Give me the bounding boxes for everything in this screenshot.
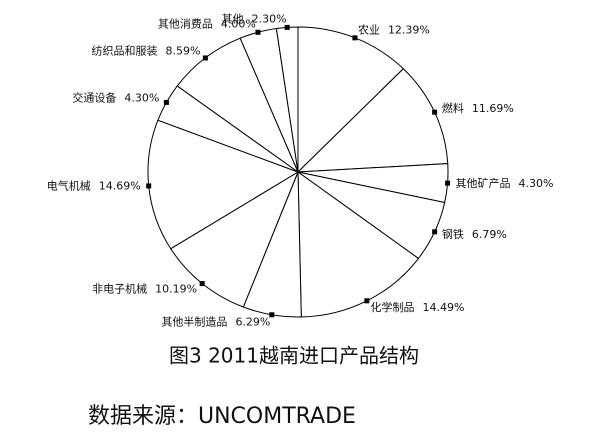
slice-label: 非电子机械 10.19% xyxy=(92,282,197,296)
slice-value-label: 10.19% xyxy=(155,283,197,296)
slice-category: 其他半制造品 xyxy=(161,315,227,329)
slice-value-label: 12.39% xyxy=(388,23,430,36)
slice-label: 化学制品 14.49% xyxy=(371,300,465,314)
chart-title: 图3 2011越南进口产品结构 xyxy=(169,344,419,368)
slice-category: 交通设备 xyxy=(72,91,116,105)
slice-value-label: 6.79% xyxy=(472,228,507,241)
chart-source: 数据来源：UNCOMTRADE xyxy=(88,404,356,429)
slice-category: 燃料 xyxy=(442,101,464,115)
slice-label: 其他 2.30% xyxy=(222,12,287,25)
slice-label: 电气机械 14.69% xyxy=(47,179,141,193)
label-marker xyxy=(284,24,290,30)
slice-category: 化学制品 xyxy=(371,300,415,314)
slice-label: 其他半制造品 6.29% xyxy=(161,315,270,329)
label-marker xyxy=(432,109,438,115)
label-marker xyxy=(199,281,205,287)
slice-value-label: 14.49% xyxy=(423,301,465,314)
label-marker xyxy=(163,99,169,105)
slice-label: 纺织品和服装 8.59% xyxy=(91,44,200,58)
label-marker xyxy=(269,312,275,318)
label-marker xyxy=(255,29,261,35)
slice-category: 非电子机械 xyxy=(92,282,147,296)
slice-category: 其他矿产品 xyxy=(456,176,511,190)
slice-category: 其他 xyxy=(222,12,244,25)
slice-label: 钢铁 6.79% xyxy=(442,228,507,241)
slice-value-label: 4.30% xyxy=(519,177,554,190)
slice-label: 交通设备 4.30% xyxy=(72,91,159,105)
slice-label: 燃料 11.69% xyxy=(442,101,514,115)
label-marker xyxy=(432,229,438,235)
slice-category: 钢铁 xyxy=(442,228,464,241)
slice-value-label: 4.30% xyxy=(124,92,159,105)
label-marker xyxy=(445,180,451,186)
slice-value-label: 14.69% xyxy=(99,180,141,193)
slice-value-label: 8.59% xyxy=(165,45,200,58)
label-marker xyxy=(352,35,358,41)
slice-category: 纺织品和服装 xyxy=(91,44,157,58)
label-marker xyxy=(202,55,208,61)
slice-category: 其他消费品 xyxy=(158,17,213,31)
label-marker xyxy=(364,298,370,304)
slice-value-label: 6.29% xyxy=(235,316,270,329)
slice-category: 农业 xyxy=(358,22,380,36)
slice-value-label: 4.00% xyxy=(221,18,256,31)
slice-label: 农业 12.39% xyxy=(358,22,430,36)
label-marker xyxy=(146,183,152,189)
slice-category: 电气机械 xyxy=(47,179,91,193)
slice-value-label: 11.69% xyxy=(472,102,514,115)
slice-value-label: 2.30% xyxy=(252,12,287,25)
slice-label: 其他消费品 4.00% xyxy=(158,17,256,31)
slice-label: 其他矿产品 4.30% xyxy=(456,176,554,190)
